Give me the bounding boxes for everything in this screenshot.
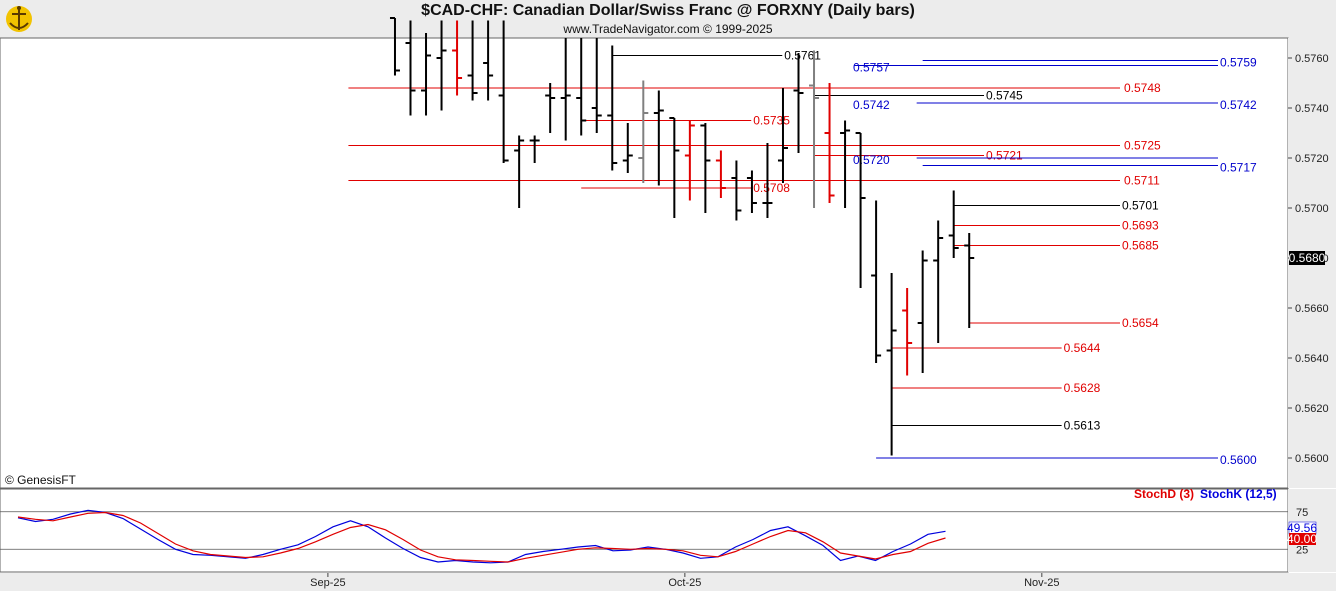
ohlc-bar [964, 233, 975, 328]
level-label: 0.5721 [986, 149, 1023, 163]
price-panel: 0.5761 0.5759 0.5757 0.5748 0.5745 0.5742 0.57… [0, 17, 1289, 489]
price-tick-label: 0.5740 [1295, 103, 1329, 115]
ohlc-bar [855, 132, 866, 288]
level-label: 0.5613 [1064, 419, 1101, 433]
level-label: 0.5654 [1122, 316, 1159, 330]
last-price-marker [1289, 251, 1325, 265]
ohlc-bar [902, 288, 913, 376]
time-axis: Sep-25 Oct-25 Nov-25 [0, 573, 1336, 591]
level-label: 0.5685 [1122, 239, 1159, 253]
level-label: 0.5742 [853, 98, 890, 112]
ohlc-bar [762, 143, 773, 218]
ohlc-bar [917, 250, 928, 373]
ohlc-bar [638, 80, 649, 183]
stochk-legend: StochK (12,5) [1200, 487, 1277, 501]
level-label: 0.5748 [1124, 81, 1161, 95]
level-label: 0.5711 [1124, 174, 1160, 188]
ohlc-bar [483, 20, 494, 101]
time-tick-label: Sep-25 [310, 577, 345, 589]
ohlc-bar [576, 38, 587, 136]
ohlc-bar [607, 45, 618, 171]
price-tick-label: 0.5660 [1295, 303, 1329, 315]
stoch-tick-label: 25 [1296, 544, 1308, 556]
ohlc-bar [886, 273, 897, 456]
level-label: 0.5757 [853, 61, 890, 75]
price-tick-label: 0.5620 [1295, 403, 1329, 415]
ohlc-bar [421, 33, 432, 116]
stochd-legend: StochD (3) [1134, 487, 1194, 501]
last-price-label: 0.5680 [1289, 251, 1326, 265]
level-label: 0.5735 [753, 114, 790, 128]
level-label: 0.5600 [1220, 453, 1257, 467]
ohlc-bar [467, 20, 478, 101]
ohlc-bar [389, 17, 400, 76]
ohlc-bar [731, 160, 742, 221]
level-label: 0.5745 [986, 89, 1023, 103]
stochastic-panel: StochD (3) StochK (12,5) [0, 487, 1289, 573]
stochk-line [17, 509, 946, 564]
ohlc-bar [514, 135, 525, 208]
price-tick-label: 0.5640 [1295, 353, 1329, 365]
ohlc-bar [871, 200, 882, 363]
ohlc-bar [746, 170, 757, 213]
level-label: 0.5725 [1124, 139, 1161, 153]
ohlc-bar [777, 88, 788, 183]
ohlc-bar [948, 190, 959, 258]
chart-title: $CAD-CHF: Canadian Dollar/Swiss Franc @ … [421, 2, 915, 19]
stochd-last-marker [1289, 533, 1316, 545]
level-label: 0.5693 [1122, 219, 1159, 233]
ohlc-bar [498, 20, 509, 163]
ohlc-bar [933, 220, 944, 343]
ohlc-bar [405, 20, 416, 116]
ohlc-bar [809, 50, 820, 208]
price-bars [389, 17, 975, 456]
ohlc-bar [545, 83, 556, 133]
time-tick-label: Oct-25 [668, 577, 701, 589]
time-tick-label: Nov-25 [1024, 577, 1059, 589]
level-lines: 0.5761 0.5759 0.5757 0.5748 0.5745 0.5742 0.57… [348, 49, 1257, 467]
level-label: 0.5720 [853, 153, 890, 167]
stochd-line [17, 511, 946, 563]
ohlc-bar [715, 150, 726, 198]
ohlc-bar [591, 38, 602, 133]
level-label: 0.5708 [753, 181, 790, 195]
level-label: 0.5628 [1064, 381, 1101, 395]
price-axis: 0.5600 0.5620 0.5640 0.5660 0.5680 0.5700 0.57… [1288, 38, 1336, 488]
ohlc-bar [529, 135, 540, 163]
copyright-label: © GenesisFT [5, 473, 77, 487]
price-tick-label: 0.5720 [1295, 153, 1329, 165]
ohlc-bar [793, 53, 804, 153]
stochk-last-value: 49.56 [1287, 521, 1317, 535]
chart-header: $CAD-CHF: Canadian Dollar/Swiss Franc @ … [0, 0, 1336, 38]
price-tick-label: 0.5600 [1295, 453, 1329, 465]
ohlc-bar [840, 120, 851, 208]
ohlc-bar [700, 123, 711, 213]
ohlc-bar [669, 117, 680, 218]
level-label: 0.5742 [1220, 98, 1257, 112]
ohlc-bar [436, 20, 447, 111]
level-label: 0.5701 [1122, 199, 1159, 213]
genesis-logo-icon [6, 6, 32, 32]
ohlc-bar [824, 83, 835, 203]
stochd-last-value: 40.00 [1287, 532, 1317, 546]
stoch-tick-label: 75 [1296, 507, 1308, 519]
level-label: 0.5759 [1220, 56, 1257, 70]
chart-subtitle: www.TradeNavigator.com © 1999-2025 [563, 22, 773, 36]
ohlc-bar [622, 123, 633, 173]
level-label: 0.5761 [784, 49, 821, 63]
ohlc-bar [452, 20, 463, 96]
ohlc-bar [684, 120, 695, 201]
price-tick-label: 0.5760 [1295, 53, 1329, 65]
stochastic-axis: 25 75 49.56 40.00 [1287, 489, 1336, 572]
ohlc-bar [560, 38, 571, 141]
ohlc-bar [653, 90, 664, 186]
level-label: 0.5644 [1064, 341, 1101, 355]
price-tick-label: 0.5700 [1295, 203, 1329, 215]
level-label: 0.5717 [1220, 161, 1257, 175]
